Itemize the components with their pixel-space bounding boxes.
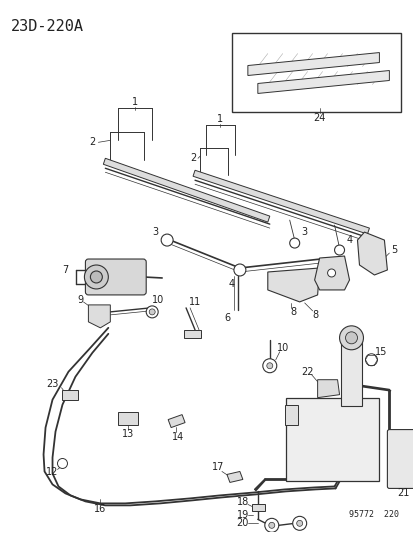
Text: 23: 23	[46, 378, 59, 389]
Text: 2: 2	[190, 154, 196, 163]
Text: 14: 14	[171, 432, 184, 441]
FancyBboxPatch shape	[340, 339, 362, 406]
Text: 24: 24	[313, 114, 325, 123]
Circle shape	[296, 520, 302, 526]
Polygon shape	[168, 415, 185, 427]
Text: 20: 20	[236, 518, 249, 528]
Circle shape	[146, 306, 158, 318]
Text: 17: 17	[211, 463, 223, 472]
Text: 8: 8	[312, 310, 318, 320]
Circle shape	[57, 458, 67, 469]
Text: 18: 18	[236, 497, 248, 507]
Polygon shape	[192, 170, 368, 234]
Polygon shape	[284, 405, 297, 425]
Polygon shape	[247, 53, 378, 76]
Circle shape	[262, 359, 276, 373]
Polygon shape	[118, 411, 138, 425]
Text: 10: 10	[276, 343, 288, 353]
Polygon shape	[226, 472, 242, 482]
Circle shape	[149, 309, 155, 315]
Text: 21: 21	[396, 488, 408, 498]
Text: 13: 13	[122, 429, 134, 439]
Polygon shape	[184, 330, 201, 338]
Circle shape	[161, 234, 173, 246]
Circle shape	[233, 264, 245, 276]
Circle shape	[339, 326, 363, 350]
Text: 16: 16	[94, 504, 106, 514]
Text: 2: 2	[89, 138, 95, 147]
Polygon shape	[62, 390, 78, 400]
Text: 15: 15	[374, 347, 387, 357]
Text: 4: 4	[346, 235, 352, 245]
Text: 3: 3	[301, 227, 307, 237]
Circle shape	[84, 265, 108, 289]
Circle shape	[266, 363, 272, 369]
Polygon shape	[267, 268, 319, 302]
Polygon shape	[317, 379, 339, 398]
Circle shape	[90, 271, 102, 283]
Text: 5: 5	[390, 245, 396, 255]
Text: 8: 8	[290, 307, 296, 317]
Text: 23D-220A: 23D-220A	[11, 19, 83, 34]
Circle shape	[327, 269, 335, 277]
Text: 95772  220: 95772 220	[349, 510, 399, 519]
Text: 3: 3	[152, 227, 158, 237]
Circle shape	[289, 238, 299, 248]
Circle shape	[334, 245, 344, 255]
Polygon shape	[257, 70, 389, 93]
FancyBboxPatch shape	[85, 259, 146, 295]
Polygon shape	[314, 256, 349, 290]
Circle shape	[365, 354, 377, 366]
Text: 7: 7	[62, 265, 68, 275]
Text: 10: 10	[152, 295, 164, 305]
FancyBboxPatch shape	[285, 398, 378, 481]
Bar	[231, 33, 400, 112]
FancyBboxPatch shape	[387, 430, 413, 488]
Text: 4: 4	[228, 279, 235, 289]
Polygon shape	[88, 305, 110, 328]
Polygon shape	[103, 158, 269, 222]
Text: 6: 6	[224, 313, 230, 323]
Circle shape	[268, 522, 274, 528]
Text: 19: 19	[236, 511, 248, 520]
Text: 22: 22	[301, 367, 313, 377]
Polygon shape	[251, 504, 264, 511]
Text: 12: 12	[46, 467, 59, 478]
Text: 11: 11	[188, 297, 201, 307]
Circle shape	[264, 518, 278, 532]
Polygon shape	[357, 232, 387, 275]
Text: 1: 1	[216, 115, 223, 124]
Circle shape	[292, 516, 306, 530]
Text: 1: 1	[132, 98, 138, 108]
Circle shape	[345, 332, 357, 344]
Text: 9: 9	[77, 295, 83, 305]
